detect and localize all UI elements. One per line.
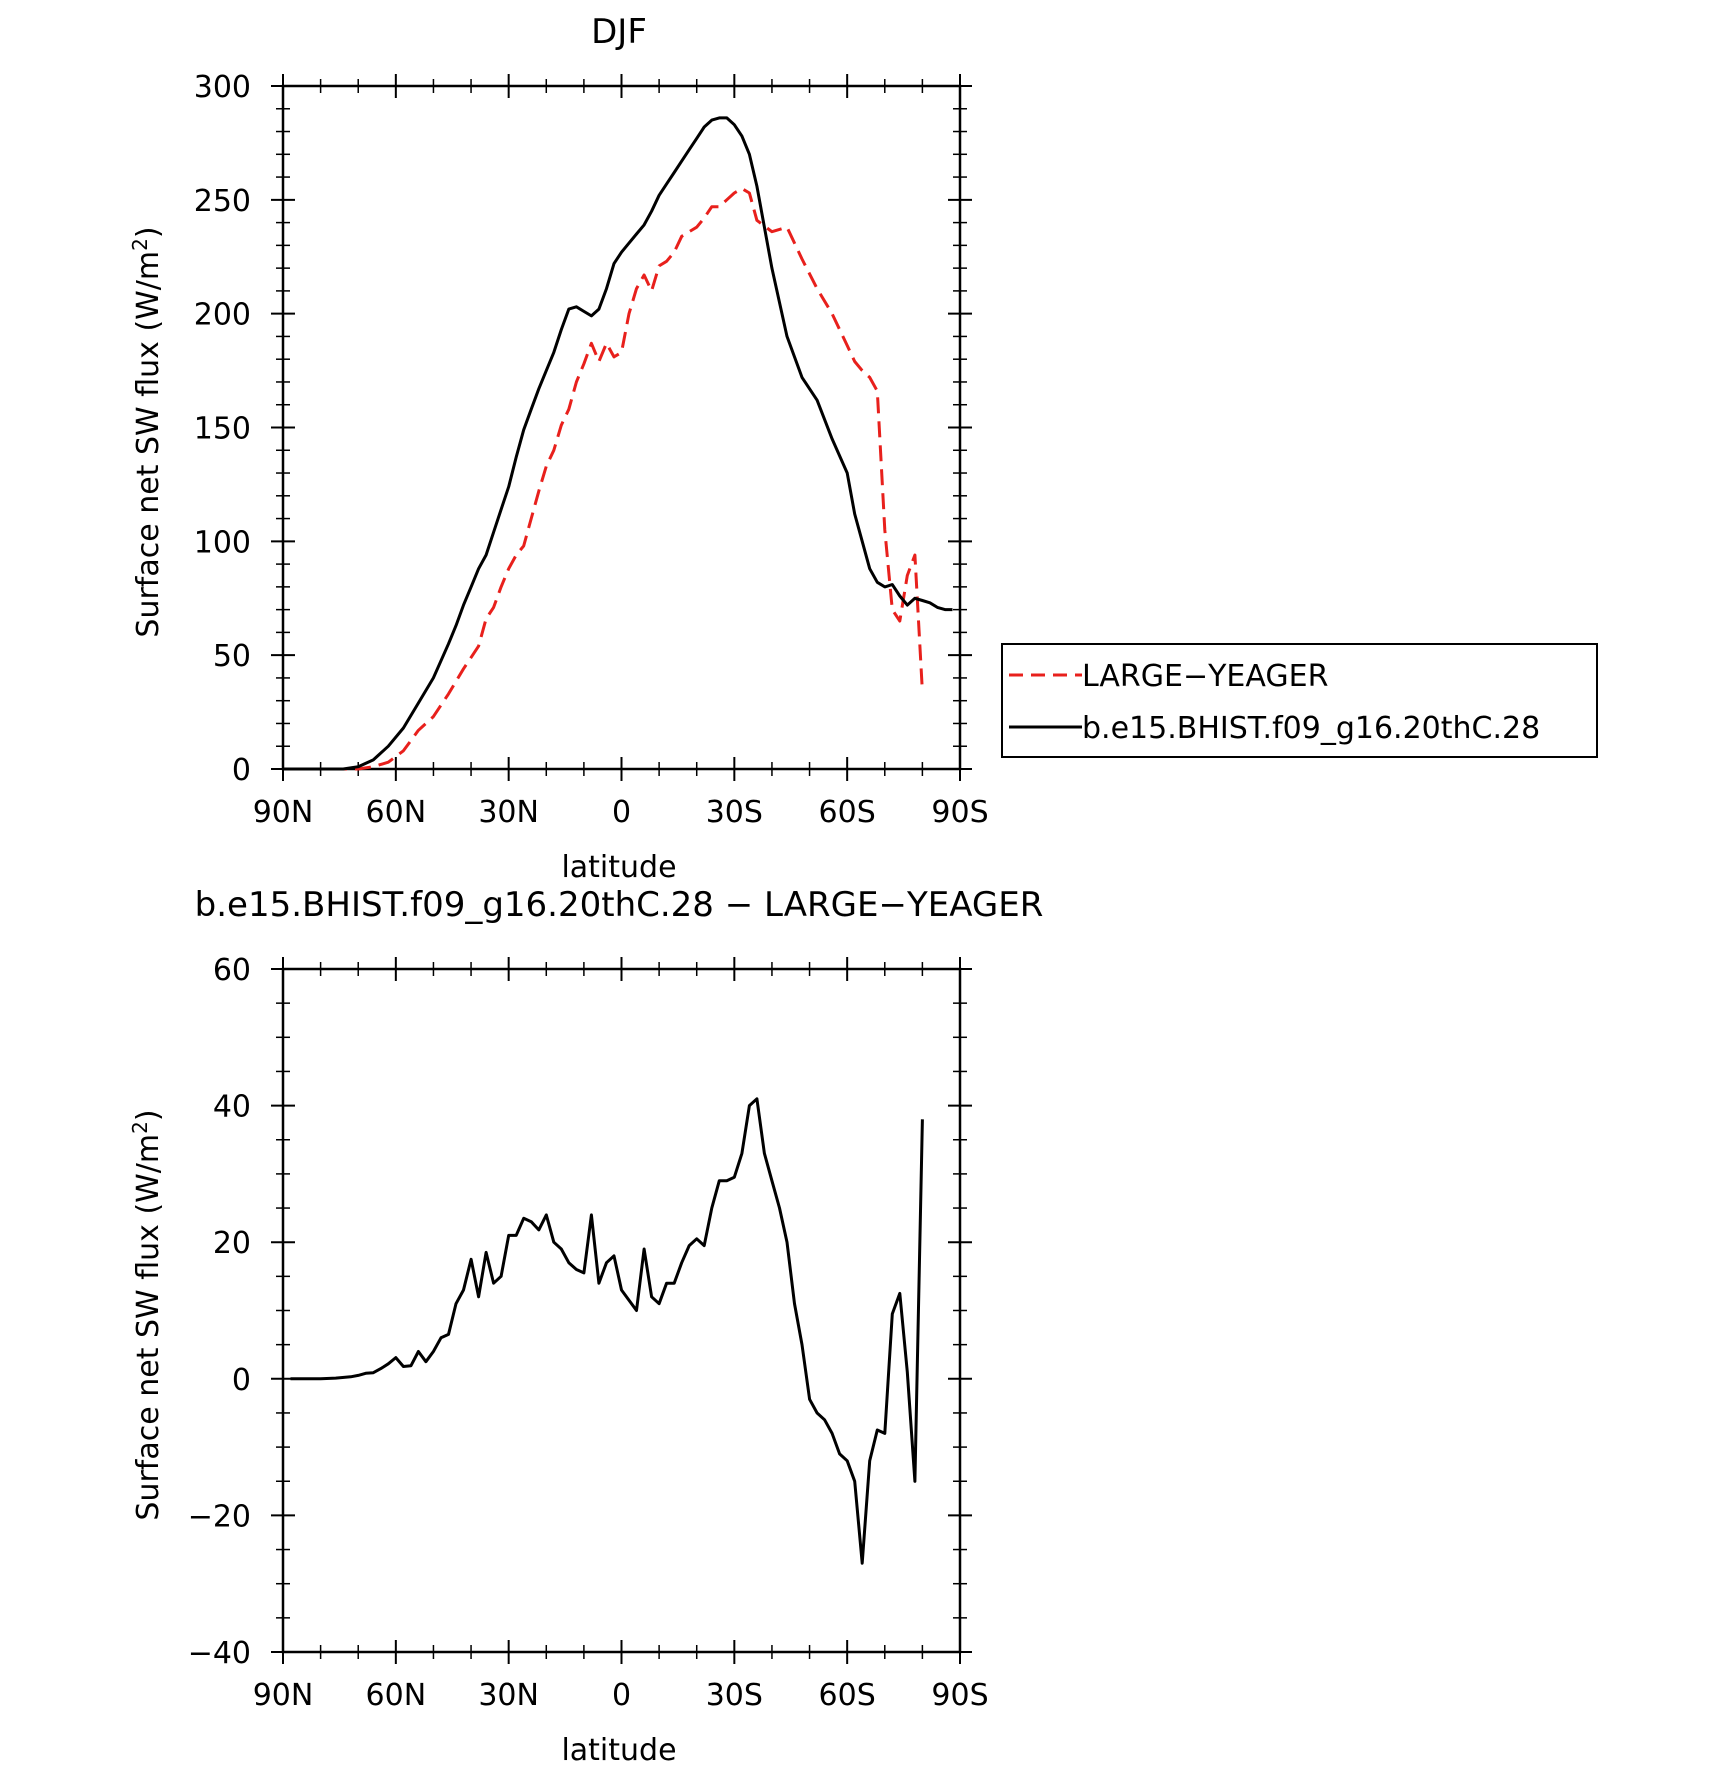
x-tick-label: 60S <box>819 1678 876 1713</box>
series-layer-top <box>283 116 953 771</box>
y-tick-label: −20 <box>188 1499 251 1534</box>
x-tick-label: 0 <box>612 1678 631 1713</box>
x-tick-label: 90S <box>931 1678 988 1713</box>
plot-frame <box>281 967 962 1654</box>
x-tick-label: 30N <box>478 1678 539 1713</box>
tick-labels-bottom: 90N 60N 30N 0 30S 60S 90S −40 −20 0 20 40 60 <box>188 953 989 1713</box>
y-axis-label-top: Surface net SW flux (W/m2) <box>128 226 166 637</box>
x-axis-label-top: latitude <box>561 850 676 885</box>
x-tick-label: 60N <box>366 1678 427 1713</box>
x-tick-label: 60S <box>819 795 876 830</box>
panel-bottom-diff: b.e15.BHIST.f09_g16.20thC.28 − LARGE−YEA… <box>128 885 1043 1767</box>
series-line-2 <box>283 116 953 771</box>
x-tick-label: 90S <box>931 795 988 830</box>
series-line-1 <box>290 1097 924 1565</box>
tick-labels-top: 90N 60N 30N 0 30S 60S 90S 0 50 100 150 200 250 300 <box>194 70 989 830</box>
y-tick-label: 0 <box>232 753 251 788</box>
y-tick-label: 100 <box>194 525 251 560</box>
legend-label-large-yeager: LARGE−YEAGER <box>1082 659 1328 694</box>
chart-title-bottom: b.e15.BHIST.f09_g16.20thC.28 − LARGE−YEA… <box>195 885 1044 925</box>
series-layer-bottom <box>290 1097 924 1565</box>
y-tick-label: 0 <box>232 1363 251 1398</box>
panel-top-djf: DJF 90N 60N 30N 0 30S 60S 90S 0 50 100 150 200 250 30… <box>128 12 1598 885</box>
y-tick-label: 20 <box>213 1226 251 1261</box>
y-tick-label: 250 <box>194 184 251 219</box>
y-tick-label: −40 <box>188 1636 251 1671</box>
axes-top <box>271 74 972 781</box>
plot-frame <box>281 84 962 771</box>
x-tick-label: 0 <box>612 795 631 830</box>
x-tick-label: 90N <box>253 795 314 830</box>
y-tick-label: 150 <box>194 412 251 447</box>
y-tick-label: 40 <box>213 1090 251 1125</box>
x-tick-label: 60N <box>366 795 427 830</box>
y-tick-label: 60 <box>213 953 251 988</box>
x-axis-label-bottom: latitude <box>561 1733 676 1767</box>
x-tick-label: 90N <box>253 1678 314 1713</box>
legend-label-bhist: b.e15.BHIST.f09_g16.20thC.28 <box>1082 711 1540 746</box>
x-tick-label: 30N <box>478 795 539 830</box>
x-tick-label: 30S <box>706 795 763 830</box>
y-tick-label: 300 <box>194 70 251 105</box>
chart-title-top: DJF <box>591 12 647 52</box>
axes-bottom <box>271 957 972 1664</box>
y-tick-label: 200 <box>194 298 251 333</box>
y-axis-label-bottom: Surface net SW flux (W/m2) <box>128 1109 166 1520</box>
x-tick-label: 30S <box>706 1678 763 1713</box>
series-line-1 <box>283 187 924 771</box>
legend-box <box>1001 643 1598 758</box>
legend: LARGE−YEAGER b.e15.BHIST.f09_g16.20thC.2… <box>1001 643 1598 758</box>
y-tick-label: 50 <box>213 639 251 674</box>
